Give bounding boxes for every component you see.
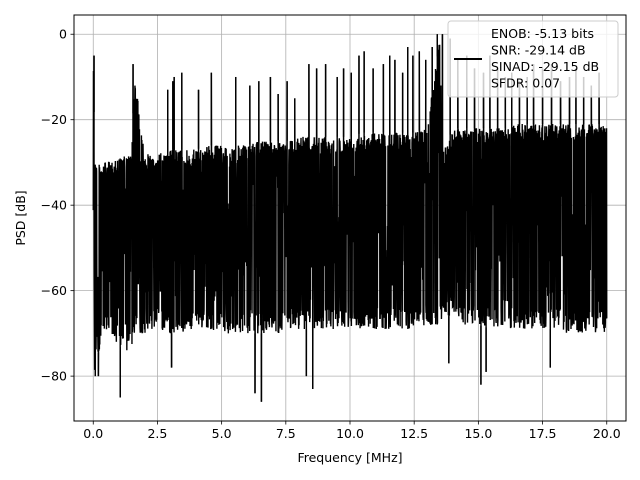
x-tick-label: 12.5	[400, 426, 428, 441]
x-tick-label: 7.5	[276, 426, 296, 441]
psd-line	[92, 34, 608, 402]
y-axis-label: PSD [dB]	[13, 190, 28, 245]
y-tick-label: −80	[41, 369, 67, 384]
x-tick-label: 0.0	[83, 426, 103, 441]
x-tick-label: 20.0	[593, 426, 621, 441]
x-tick-label: 17.5	[529, 426, 557, 441]
x-tick-label: 15.0	[464, 426, 492, 441]
y-tick-label: −40	[41, 198, 67, 213]
x-axis-label: Frequency [MHz]	[297, 450, 402, 465]
legend-entry-line: SNR: -29.14 dB	[491, 43, 586, 58]
x-tick-label: 5.0	[212, 426, 232, 441]
ticks: 0.0 2.5 5.0 7.5 10.0 12.5 15.0 17.5 20.0 0 −20 −40 −…	[41, 27, 621, 441]
legend-entry-line: SFDR: 0.07	[491, 76, 560, 91]
x-tick-label: 10.0	[336, 426, 364, 441]
legend-entry-line: ENOB: -5.13 bits	[491, 26, 594, 41]
y-tick-label: −60	[41, 283, 67, 298]
y-tick-label: 0	[59, 27, 67, 42]
legend-box	[447, 20, 619, 98]
legend-entry-line: SINAD: -29.15 dB	[491, 59, 599, 74]
x-tick-label: 2.5	[147, 426, 167, 441]
y-tick-label: −20	[41, 112, 67, 127]
